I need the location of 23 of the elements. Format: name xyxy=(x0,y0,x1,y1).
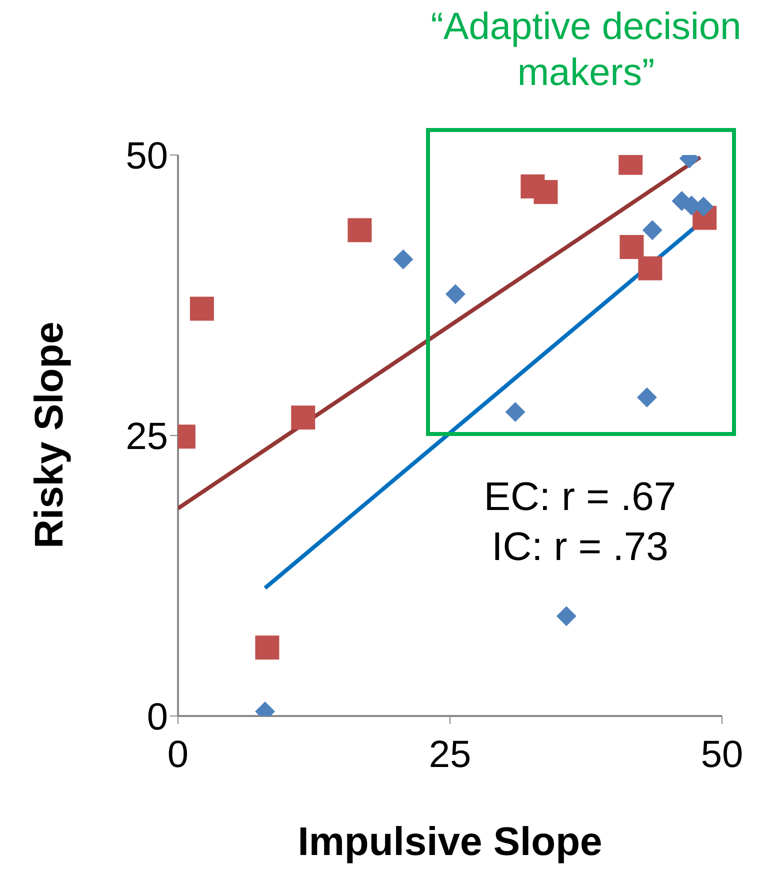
point xyxy=(505,402,526,422)
point xyxy=(348,218,372,242)
point xyxy=(534,180,558,204)
point xyxy=(190,296,214,321)
point xyxy=(636,387,657,408)
annotation: IC: r = .73 xyxy=(490,524,670,571)
point xyxy=(255,636,280,660)
x-axis-title: Impulsive Slope xyxy=(296,820,604,865)
x-tick-label: 25 xyxy=(428,734,472,776)
point xyxy=(642,220,662,240)
x-tick-label: 50 xyxy=(700,734,744,776)
point xyxy=(445,284,466,304)
y-tick-label: 25 xyxy=(126,416,168,458)
point xyxy=(393,249,414,270)
y-tick-label: 0 xyxy=(146,696,168,738)
point xyxy=(638,256,662,280)
point xyxy=(556,606,576,626)
y-axis-title: Risky Slope xyxy=(28,322,72,548)
annotation: EC: r = .67 xyxy=(482,474,678,521)
y-tick-label: 50 xyxy=(126,135,168,178)
text: “Adaptive decision makers” xyxy=(430,5,742,96)
point xyxy=(291,406,316,430)
point xyxy=(620,235,644,260)
